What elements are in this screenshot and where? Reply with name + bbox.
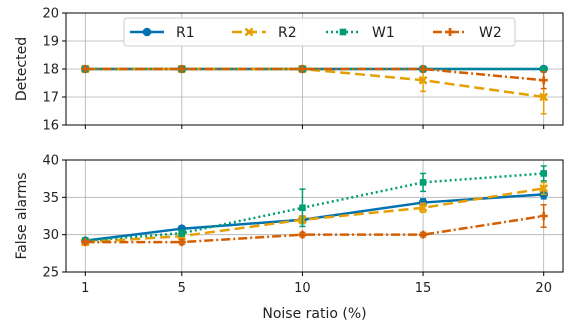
- series-line-r2: [85, 67, 544, 99]
- legend-item-r2: R2: [232, 25, 297, 41]
- data-point-marker: [539, 212, 548, 220]
- legend-label: R2: [278, 25, 297, 41]
- y-tick-label: 35: [42, 191, 59, 206]
- y-tick-label: 16: [42, 119, 59, 134]
- legend-label: W1: [372, 25, 395, 41]
- data-point-marker: [298, 65, 307, 73]
- data-point-marker: [419, 230, 428, 239]
- y-axis-label: Detected: [14, 37, 30, 101]
- data-point-marker: [539, 92, 549, 102]
- data-point-marker: [81, 238, 90, 247]
- y-tick-label: 19: [42, 35, 59, 50]
- data-point-marker: [177, 238, 186, 247]
- series-w2: [81, 65, 548, 90]
- data-point-marker: [418, 75, 428, 85]
- data-point-marker: [299, 204, 306, 212]
- legend: R1 R2 W1 W2: [123, 17, 516, 47]
- data-point-marker: [418, 203, 428, 213]
- legend-label: R1: [176, 25, 195, 41]
- data-point-marker: [177, 65, 186, 73]
- data-point-marker: [419, 179, 427, 186]
- legend-item-w2: W2: [433, 25, 502, 41]
- legend-item-r1: R1: [130, 25, 195, 41]
- data-point-marker: [339, 28, 347, 36]
- data-point-marker: [81, 65, 90, 73]
- data-point-marker: [540, 65, 547, 73]
- y-tick-label: 40: [42, 154, 59, 169]
- y-tick-label: 20: [42, 7, 59, 22]
- legend-label: W2: [479, 25, 502, 41]
- data-point-marker: [244, 27, 254, 37]
- y-tick-label: 17: [42, 91, 59, 106]
- x-tick-label: 5: [178, 281, 186, 296]
- plot-frame: [65, 159, 564, 273]
- chart-panel-2: 25 30 35 40 False alarms: [14, 154, 564, 281]
- data-point-marker: [419, 65, 428, 73]
- x-tick-label: 20: [535, 281, 552, 296]
- series-r2: [80, 64, 549, 115]
- y-tick-label: 25: [42, 266, 59, 281]
- legend-item-w1: W1: [326, 25, 395, 41]
- x-tick-label: 15: [415, 281, 432, 296]
- y-tick-label: 30: [42, 228, 59, 243]
- x-axis-label: Noise ratio (%): [262, 306, 366, 322]
- x-tick-label: 1: [81, 281, 89, 296]
- data-point-marker: [178, 229, 186, 237]
- x-tick-label: 10: [294, 281, 311, 296]
- data-point-marker: [446, 28, 454, 36]
- data-point-marker: [540, 170, 547, 177]
- series-w2: [81, 204, 548, 247]
- data-point-marker: [539, 76, 548, 85]
- series-line-w1: [85, 172, 544, 242]
- y-tick-label: 18: [42, 63, 59, 78]
- data-point-marker: [298, 230, 307, 239]
- data-point-marker: [539, 183, 549, 193]
- y-axis-label: False alarms: [14, 172, 30, 259]
- chart-panel-1: 16 17 18 19 20 Detected: [14, 7, 564, 134]
- legend-box: [123, 17, 516, 47]
- data-point-marker: [142, 27, 152, 37]
